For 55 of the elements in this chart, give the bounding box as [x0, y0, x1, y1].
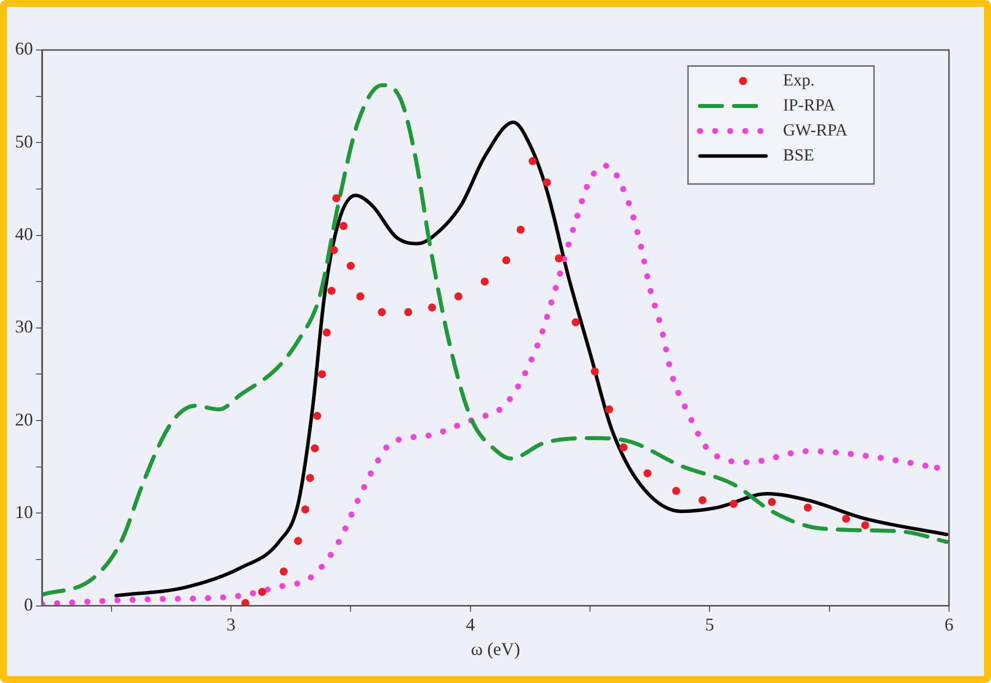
point: [454, 292, 462, 300]
x-tick-label: 5: [705, 614, 714, 634]
y-tick-label: 0: [24, 594, 33, 615]
legend-label: IP-RPA: [783, 95, 836, 114]
point: [294, 536, 302, 545]
point: [346, 262, 355, 270]
point: [378, 308, 386, 316]
point: [542, 178, 551, 186]
point: [698, 496, 707, 504]
point: [332, 194, 340, 202]
point: [842, 514, 850, 523]
point: [730, 500, 738, 508]
x-tick-label: 4: [466, 614, 475, 634]
point: [318, 370, 326, 378]
point: [301, 505, 310, 514]
legend-label: Exp.: [783, 70, 815, 90]
legend-label: GW-RPA: [783, 120, 848, 140]
point: [328, 286, 336, 295]
point: [404, 308, 412, 316]
point: [528, 157, 537, 166]
point: [643, 469, 652, 478]
point: [322, 328, 331, 337]
y-tick-label: 30: [15, 316, 33, 337]
point: [620, 443, 628, 452]
point: [313, 412, 322, 420]
point: [605, 405, 614, 414]
point: [861, 521, 870, 530]
point: [356, 292, 364, 300]
y-tick-label: 40: [15, 224, 33, 244]
point: [554, 254, 563, 262]
legend-label: BSE: [783, 145, 814, 164]
y-tick-label: 60: [15, 38, 33, 59]
point: [590, 367, 599, 376]
point: [768, 498, 776, 506]
point: [330, 246, 338, 254]
x-tick-label: 6: [944, 614, 954, 634]
y-tick-label: 50: [15, 131, 33, 152]
point: [502, 256, 510, 264]
x-axis-title: ω (eV): [470, 638, 520, 659]
y-tick-label: 20: [15, 409, 33, 430]
point: [516, 226, 525, 234]
point: [258, 588, 266, 596]
y-tick-label: 10: [15, 502, 33, 522]
point: [428, 304, 436, 312]
point: [804, 504, 812, 512]
point: [572, 318, 580, 326]
point: [672, 486, 680, 495]
point: [310, 444, 319, 452]
point: [306, 474, 314, 482]
point: [340, 222, 348, 230]
point: [280, 568, 288, 576]
x-tick-label: 3: [226, 614, 236, 634]
point: [934, 464, 940, 471]
point: [480, 278, 489, 286]
point: [241, 599, 250, 606]
